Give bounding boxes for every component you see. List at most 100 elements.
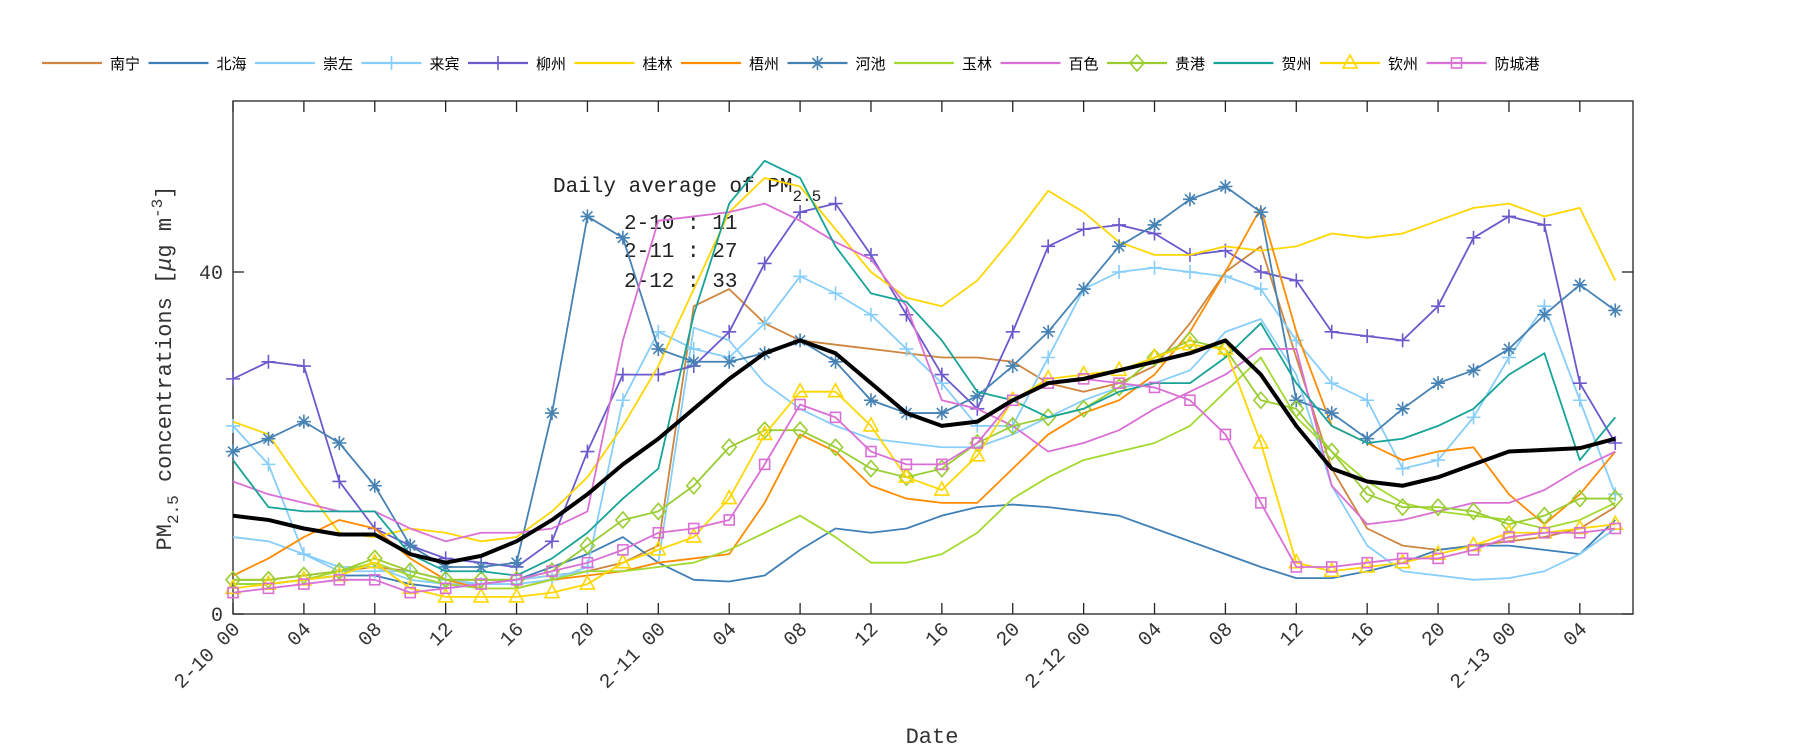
data-point-marker <box>366 549 383 568</box>
data-point-marker <box>1429 497 1447 517</box>
data-point-marker <box>1324 324 1339 339</box>
legend-label: 南宁 <box>110 55 140 73</box>
data-point-marker <box>1537 307 1552 322</box>
data-point-marker <box>1537 217 1552 232</box>
data-point-marker <box>1252 433 1270 449</box>
legend-label: 百色 <box>1069 55 1099 73</box>
legend-marker-icon <box>1450 57 1463 69</box>
x-tick-label: 08 <box>1205 619 1238 652</box>
legend-marker-icon <box>1341 53 1359 69</box>
data-point-marker <box>1360 329 1375 344</box>
x-tick-label: 2-13 00 <box>1446 619 1522 695</box>
data-point-marker <box>227 586 239 599</box>
x-tick-label: 12 <box>851 619 884 652</box>
data-point-marker <box>721 438 738 457</box>
data-point-marker <box>1076 282 1091 297</box>
data-point-marker <box>685 527 703 543</box>
data-point-marker <box>1147 217 1162 232</box>
annotation-line-2: 2-11 : 27 <box>624 241 737 264</box>
data-point-marker <box>865 445 877 458</box>
data-point-marker <box>1361 556 1373 569</box>
x-tick-label: 20 <box>567 619 600 652</box>
data-point-marker <box>862 459 880 478</box>
data-point-marker <box>900 458 913 471</box>
data-point-marker <box>1146 348 1163 367</box>
data-point-marker <box>722 324 737 339</box>
x-tick-label: 2-11 00 <box>596 619 672 695</box>
data-point-marker <box>1501 209 1516 224</box>
data-point-marker <box>1252 391 1269 410</box>
data-point-marker <box>1501 341 1516 356</box>
data-point-marker <box>1181 334 1199 351</box>
data-point-marker <box>828 286 843 301</box>
data-point-marker <box>898 467 915 487</box>
data-point-marker <box>863 307 878 322</box>
data-point-marker <box>1112 217 1127 232</box>
data-point-marker <box>1359 485 1376 504</box>
data-point-marker <box>793 205 808 220</box>
data-point-marker <box>1395 333 1410 348</box>
data-point-marker <box>863 393 878 408</box>
data-point-marker <box>829 411 842 424</box>
data-point-marker <box>1289 333 1304 348</box>
legend-item: 玉林 <box>894 55 992 73</box>
x-tick-label: 04 <box>284 619 317 652</box>
data-point-marker <box>403 538 418 553</box>
legend-item: 防城港 <box>1426 55 1540 73</box>
data-point-marker <box>439 582 452 595</box>
data-point-marker <box>1324 376 1339 391</box>
data-point-marker <box>720 488 738 505</box>
data-point-marker <box>1181 331 1199 350</box>
legend-label: 北海 <box>217 55 247 73</box>
legend-marker-icon <box>491 56 505 70</box>
series-line <box>232 377 1616 594</box>
data-point-marker <box>1112 239 1127 254</box>
data-point-marker <box>791 382 809 398</box>
x-tick-label: 20 <box>992 619 1025 652</box>
series-line <box>232 202 1616 543</box>
series-line <box>232 318 1616 585</box>
data-point-marker <box>1253 282 1268 297</box>
data-point-marker <box>1572 376 1587 391</box>
legend-item: 桂林 <box>574 55 673 73</box>
data-point-marker <box>614 553 632 569</box>
data-point-marker <box>828 354 843 369</box>
data-point-marker <box>1503 531 1515 543</box>
data-point-marker <box>1574 526 1586 539</box>
legend-label: 梧州 <box>749 55 779 73</box>
legend-item: 钦州 <box>1320 53 1418 73</box>
data-point-marker <box>580 209 595 224</box>
legend: 南宁 北海 崇左 来宾 柳州 桂林 梧州 河池 玉林 百色 贵港 贺州 钦州 防城港 <box>42 53 1540 73</box>
data-point-marker <box>1394 497 1411 517</box>
data-point-marker <box>226 371 240 386</box>
data-point-marker <box>544 406 559 421</box>
data-point-marker <box>510 573 523 586</box>
data-point-marker <box>1395 461 1410 476</box>
data-point-marker <box>546 565 558 578</box>
data-point-marker <box>1431 453 1446 468</box>
data-point-marker <box>862 416 880 432</box>
data-point-marker <box>615 367 630 382</box>
data-point-marker <box>934 367 949 382</box>
data-point-marker <box>1466 363 1481 378</box>
annotation-line-3: 2-12 : 33 <box>624 271 737 294</box>
legend-label: 桂林 <box>643 55 673 73</box>
legend-marker-icon <box>810 56 825 70</box>
data-point-marker <box>898 467 915 483</box>
data-point-marker <box>509 555 524 570</box>
legend-label: 河池 <box>856 55 886 73</box>
series-line <box>232 206 1616 590</box>
data-point-marker <box>899 341 914 356</box>
data-point-marker <box>332 436 347 450</box>
data-point-marker <box>368 573 381 586</box>
data-point-marker <box>649 540 667 556</box>
data-point-marker <box>544 534 559 549</box>
data-point-marker <box>1006 394 1019 407</box>
series-3 <box>226 260 1623 592</box>
data-point-marker <box>1112 265 1127 279</box>
data-point-marker <box>296 547 311 562</box>
legend-label: 贺州 <box>1282 55 1312 73</box>
legend-label: 玉林 <box>962 55 992 73</box>
data-point-marker <box>685 476 702 495</box>
data-point-marker <box>1218 179 1233 194</box>
